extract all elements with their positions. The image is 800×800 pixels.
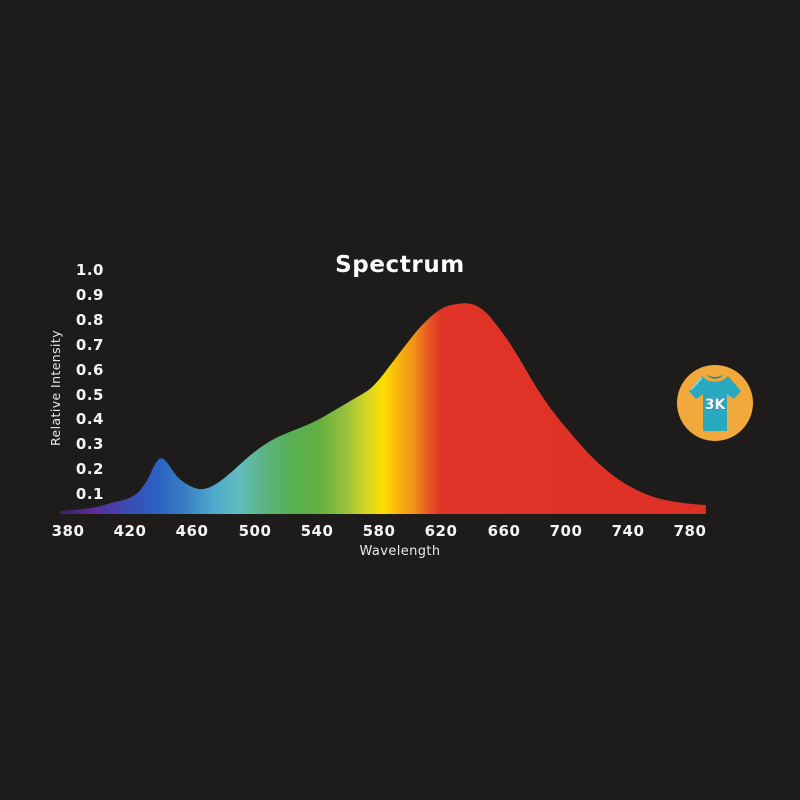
x-tick-label: 540 [300,522,334,540]
y-tick-label: 0.7 [75,336,104,354]
x-tick-label: 740 [611,522,645,540]
tshirt-icon [689,374,741,431]
x-tick-label: 460 [175,522,209,540]
chart-title: Spectrum [335,252,465,278]
badge-label: 3K [705,397,727,413]
x-tick-label: 500 [238,522,272,540]
tshirt-collar [706,374,724,379]
y-tick-label: 1.0 [75,261,104,279]
y-tick-label: 0.4 [75,410,104,428]
x-tick-label: 660 [487,522,521,540]
tshirt-sleeve-fold [690,377,703,391]
spectral-curve [60,303,706,514]
y-tick-label: 0.2 [75,460,104,478]
x-tick-label: 420 [113,522,147,540]
color-temp-badge: 3K [677,365,753,441]
y-tick-label: 0.8 [75,311,104,329]
y-tick-label: 0.6 [75,361,104,379]
x-tick-label: 580 [362,522,396,540]
x-tick-label: 700 [549,522,583,540]
x-tick-label: 620 [424,522,458,540]
y-tick-label: 0.9 [75,286,104,304]
y-tick-label: 0.1 [75,485,104,503]
tshirt-body [689,376,741,431]
y-tick-label: 0.5 [75,386,104,404]
x-axis-title: Wavelength [359,544,441,559]
x-tick-label: 780 [673,522,707,540]
y-tick-label: 0.3 [75,435,104,453]
x-tick-label: 380 [51,522,85,540]
